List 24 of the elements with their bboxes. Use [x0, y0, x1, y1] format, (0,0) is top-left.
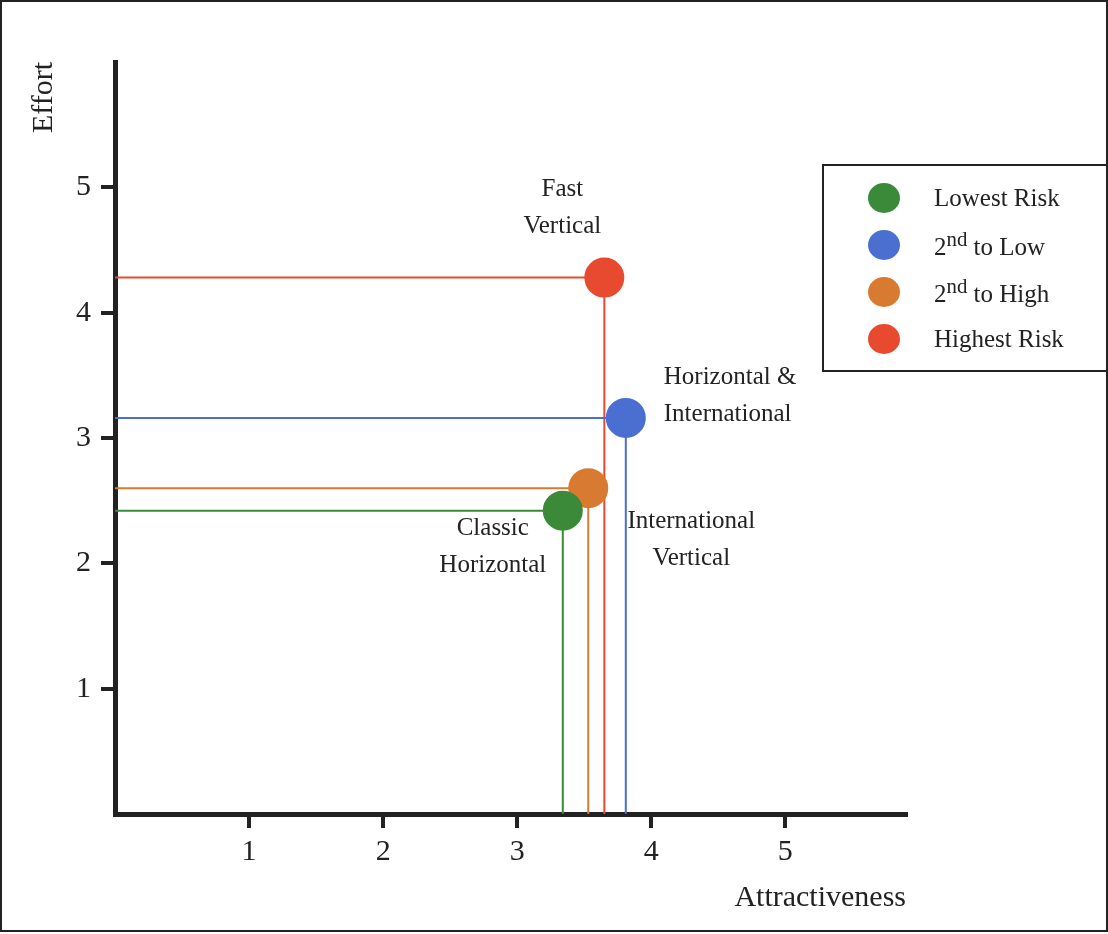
legend-label: 2$^{nd}$ to Low [934, 227, 1046, 262]
annotation: Fast Vertical [523, 173, 602, 238]
point [568, 468, 609, 509]
y-tick-label: 1 [76, 669, 91, 703]
annotation: Horizontal & International [663, 362, 797, 427]
legend-label: Lowest Risk [934, 183, 1060, 212]
annotation: Classic Horizontal [439, 512, 547, 577]
annotation: International Vertical [627, 506, 756, 571]
x-tick-label: 2 [375, 832, 391, 866]
legend-label: Highest Risk [934, 324, 1064, 353]
x-tick-label: 1 [241, 832, 257, 866]
x-tick-label: 3 [509, 832, 525, 866]
y-axis-title: Effort [24, 61, 58, 134]
point [542, 490, 583, 531]
x-tick-label: 4 [643, 832, 659, 866]
point [584, 257, 625, 298]
legend-label: 2$^{nd}$ to High [934, 274, 1050, 309]
point [605, 397, 646, 438]
x-tick-label: 5 [777, 832, 793, 866]
y-tick-label: 5 [76, 168, 91, 202]
y-tick-label: 3 [76, 418, 91, 452]
y-tick-label: 2 [76, 544, 91, 578]
y-tick-label: 4 [76, 293, 91, 327]
x-axis-title: Attractiveness [734, 878, 906, 912]
